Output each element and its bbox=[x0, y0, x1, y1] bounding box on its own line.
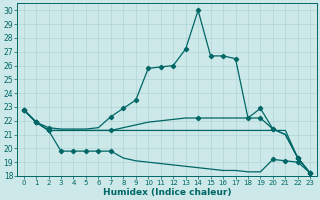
X-axis label: Humidex (Indice chaleur): Humidex (Indice chaleur) bbox=[103, 188, 231, 197]
